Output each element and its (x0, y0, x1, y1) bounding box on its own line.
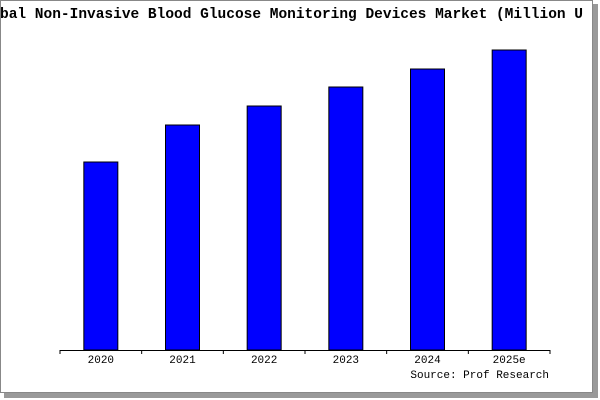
source: Source: Prof Research (410, 370, 549, 382)
bar (83, 161, 119, 351)
plot-area (60, 40, 550, 350)
x-tick-label: 2024 (414, 355, 441, 367)
x-tick-label: 2025e (493, 355, 526, 367)
x-tick-label: 2023 (333, 355, 359, 367)
chart-title: bal Non-Invasive Blood Glucose Monitorin… (0, 7, 583, 23)
bar (246, 105, 282, 351)
bar (410, 68, 445, 351)
x-tick-label: 2020 (88, 355, 114, 367)
bar (165, 124, 200, 351)
bar (491, 49, 527, 351)
x-tick-label: 2021 (169, 355, 196, 367)
bar (328, 86, 364, 351)
x-tick-label: 2022 (251, 355, 277, 367)
